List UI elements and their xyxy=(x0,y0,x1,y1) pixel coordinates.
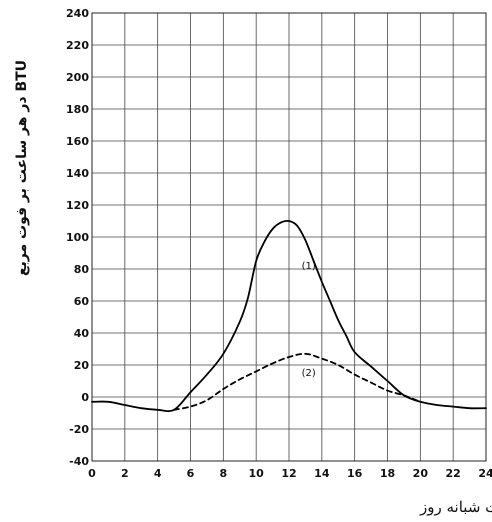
x-tick-label: 0 xyxy=(88,467,96,480)
x-tick-label: 22 xyxy=(446,467,461,480)
y-tick-label: 240 xyxy=(66,7,89,20)
y-tick-label: -40 xyxy=(69,455,89,468)
y-tick-label: 140 xyxy=(66,167,89,180)
y-tick-label: 200 xyxy=(66,71,89,84)
x-tick-label: 16 xyxy=(347,467,363,480)
x-tick-label: 18 xyxy=(380,467,395,480)
series-annotation-2: (2) xyxy=(302,368,316,379)
plot-frame xyxy=(91,12,487,462)
y-tick-label: 180 xyxy=(66,103,89,116)
x-tick-label: 6 xyxy=(187,467,195,480)
y-tick-label: 80 xyxy=(74,263,90,276)
y-tick-label: -20 xyxy=(69,423,89,436)
y-tick-label: 220 xyxy=(66,39,89,52)
x-axis-label: ساعات شبانه روز xyxy=(419,498,492,516)
annotations: (1) (2) xyxy=(302,261,316,379)
x-tick-label: 12 xyxy=(281,467,296,480)
grid xyxy=(91,12,487,462)
y-tick-label: 20 xyxy=(74,359,90,372)
x-tick-label: 4 xyxy=(154,467,162,480)
y-tick-label: 100 xyxy=(66,231,89,244)
series-layer xyxy=(91,219,487,413)
y-axis-label: BTU در هر ساعت بر فوت مربع xyxy=(14,60,30,276)
y-tick-label: 60 xyxy=(74,295,90,308)
x-tick-label: 14 xyxy=(314,467,330,480)
series-line-2 xyxy=(173,352,422,411)
x-tick-label: 24 xyxy=(478,467,492,480)
x-tick-labels: 0 2 4 6 8 10 12 14 16 18 20 22 24 xyxy=(88,467,492,480)
series-annotation-1: (1) xyxy=(302,261,316,272)
y-tick-label: 160 xyxy=(66,135,89,148)
x-tick-label: 8 xyxy=(220,467,228,480)
y-tick-label: 40 xyxy=(74,327,90,340)
x-tick-label: 2 xyxy=(121,467,129,480)
y-tick-label: 0 xyxy=(81,391,89,404)
x-tick-label: 10 xyxy=(249,467,265,480)
y-tick-label: 120 xyxy=(66,199,89,212)
x-tick-label: 20 xyxy=(413,467,429,480)
y-tick-labels: -40 -20 0 20 40 60 80 100 120 140 160 180 200 220 240 xyxy=(66,7,89,468)
